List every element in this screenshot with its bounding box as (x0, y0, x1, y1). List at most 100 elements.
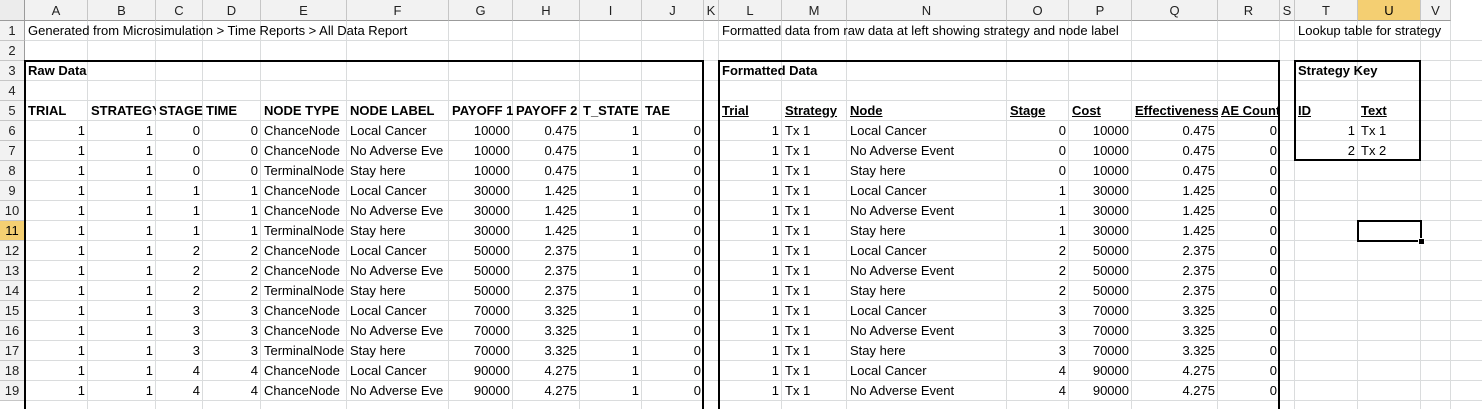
raw-cell[interactable]: 1 (77, 383, 85, 398)
formatted-header-R[interactable]: AE Count (1221, 103, 1280, 118)
raw-cell[interactable]: Local Cancer (350, 183, 427, 198)
strategy-key-text[interactable]: Tx 2 (1361, 143, 1387, 158)
formatted-cell[interactable]: 50000 (1092, 283, 1129, 298)
formatted-cell[interactable]: 0 (1269, 143, 1277, 158)
raw-cell[interactable]: ChanceNode (264, 123, 340, 138)
formatted-cell[interactable]: 0 (1269, 183, 1277, 198)
column-header-T[interactable]: T (1295, 0, 1358, 21)
raw-cell[interactable]: Local Cancer (350, 363, 427, 378)
raw-cell[interactable]: ChanceNode (264, 263, 340, 278)
raw-cell[interactable]: 0 (693, 323, 701, 338)
raw-cell[interactable]: 1 (631, 263, 639, 278)
formatted-cell[interactable]: 0.475 (1182, 163, 1215, 178)
raw-cell[interactable]: 1 (77, 303, 85, 318)
row-header-14[interactable]: 14 (0, 281, 25, 301)
raw-cell[interactable]: 0 (192, 143, 200, 158)
formatted-cell[interactable]: 1 (771, 223, 779, 238)
raw-cell[interactable]: 1 (631, 383, 639, 398)
formatted-cell[interactable]: 30000 (1092, 183, 1129, 198)
formatted-cell[interactable]: 3.325 (1182, 323, 1215, 338)
formatted-cell[interactable]: 3.325 (1182, 303, 1215, 318)
raw-header-E[interactable]: NODE TYPE (264, 103, 340, 118)
raw-cell[interactable]: 1 (631, 183, 639, 198)
column-header-M[interactable]: M (782, 0, 847, 21)
raw-cell[interactable]: 50000 (473, 263, 510, 278)
raw-cell[interactable]: Local Cancer (350, 123, 427, 138)
raw-cell[interactable]: 3 (250, 343, 258, 358)
raw-cell[interactable]: 1 (145, 323, 153, 338)
formatted-cell[interactable]: 0 (1269, 263, 1277, 278)
raw-cell[interactable]: 1 (77, 323, 85, 338)
formatted-cell[interactable]: 0 (1058, 163, 1066, 178)
formatted-cell[interactable]: 0 (1058, 143, 1066, 158)
row-header-18[interactable]: 18 (0, 361, 25, 381)
formatted-cell[interactable]: Tx 1 (785, 243, 811, 258)
strategy-key-id[interactable]: 2 (1347, 143, 1355, 158)
formatted-cell[interactable]: 1 (771, 123, 779, 138)
raw-cell[interactable]: 1 (145, 283, 153, 298)
column-header-E[interactable]: E (261, 0, 347, 21)
formatted-cell[interactable]: Local Cancer (850, 363, 927, 378)
raw-header-J[interactable]: TAE (645, 103, 671, 118)
raw-cell[interactable]: TerminalNode (264, 163, 345, 178)
raw-cell[interactable]: 1 (631, 303, 639, 318)
raw-cell[interactable]: 10000 (473, 163, 510, 178)
raw-cell[interactable]: 1 (192, 203, 200, 218)
note-formatted-source[interactable]: Formatted data from raw data at left sho… (722, 23, 1119, 38)
formatted-cell[interactable]: 4 (1058, 383, 1066, 398)
raw-cell[interactable]: 3 (192, 343, 200, 358)
column-header-G[interactable]: G (449, 0, 513, 21)
formatted-cell[interactable]: 70000 (1092, 303, 1129, 318)
raw-cell[interactable]: 4 (250, 363, 258, 378)
raw-cell[interactable]: 0 (693, 283, 701, 298)
formatted-cell[interactable]: 0 (1269, 163, 1277, 178)
raw-cell[interactable]: 1 (145, 383, 153, 398)
raw-cell[interactable]: TerminalNode (264, 223, 345, 238)
formatted-cell[interactable]: 1 (1058, 223, 1066, 238)
selected-cell[interactable] (1357, 220, 1422, 242)
raw-cell[interactable]: 1 (631, 243, 639, 258)
formatted-cell[interactable]: Tx 1 (785, 263, 811, 278)
formatted-cell[interactable]: Tx 1 (785, 143, 811, 158)
raw-cell[interactable]: 0 (192, 123, 200, 138)
raw-cell[interactable]: 1 (145, 183, 153, 198)
formatted-cell[interactable]: 0 (1269, 363, 1277, 378)
formatted-cell[interactable]: 3 (1058, 343, 1066, 358)
formatted-cell[interactable]: Tx 1 (785, 303, 811, 318)
raw-cell[interactable]: 0 (693, 303, 701, 318)
raw-cell[interactable]: 1 (77, 203, 85, 218)
raw-cell[interactable]: 0 (192, 163, 200, 178)
column-header-N[interactable]: N (847, 0, 1007, 21)
row-header-9[interactable]: 9 (0, 181, 25, 201)
raw-cell[interactable]: 2.375 (544, 243, 577, 258)
column-header-U[interactable]: U (1358, 0, 1421, 21)
raw-cell[interactable]: 1 (631, 143, 639, 158)
raw-cell[interactable]: No Adverse Eve (350, 383, 444, 398)
raw-cell[interactable]: 1 (77, 183, 85, 198)
raw-cell[interactable]: 4 (192, 363, 200, 378)
formatted-cell[interactable]: 1 (771, 323, 779, 338)
raw-cell[interactable]: 0 (693, 143, 701, 158)
formatted-cell[interactable]: 1 (771, 263, 779, 278)
raw-cell[interactable]: 1 (145, 303, 153, 318)
row-header-16[interactable]: 16 (0, 321, 25, 341)
formatted-cell[interactable]: 2.375 (1182, 243, 1215, 258)
raw-header-C[interactable]: STAGE (159, 103, 203, 118)
strategy-key-header-T[interactable]: ID (1298, 103, 1311, 118)
raw-cell[interactable]: 2 (192, 243, 200, 258)
formatted-cell[interactable]: Tx 1 (785, 383, 811, 398)
raw-header-A[interactable]: TRIAL (28, 103, 67, 118)
raw-cell[interactable]: 10000 (473, 143, 510, 158)
row-header-12[interactable]: 12 (0, 241, 25, 261)
formatted-header-M[interactable]: Strategy (785, 103, 838, 118)
row-header-19[interactable]: 19 (0, 381, 25, 401)
formatted-cell[interactable]: 2 (1058, 283, 1066, 298)
row-header-6[interactable]: 6 (0, 121, 25, 141)
raw-cell[interactable]: No Adverse Eve (350, 323, 444, 338)
row-header-17[interactable]: 17 (0, 341, 25, 361)
raw-cell[interactable]: 4 (192, 383, 200, 398)
raw-cell[interactable]: 0.475 (544, 163, 577, 178)
formatted-cell[interactable]: Tx 1 (785, 343, 811, 358)
formatted-cell[interactable]: Tx 1 (785, 183, 811, 198)
raw-cell[interactable]: 0 (693, 203, 701, 218)
